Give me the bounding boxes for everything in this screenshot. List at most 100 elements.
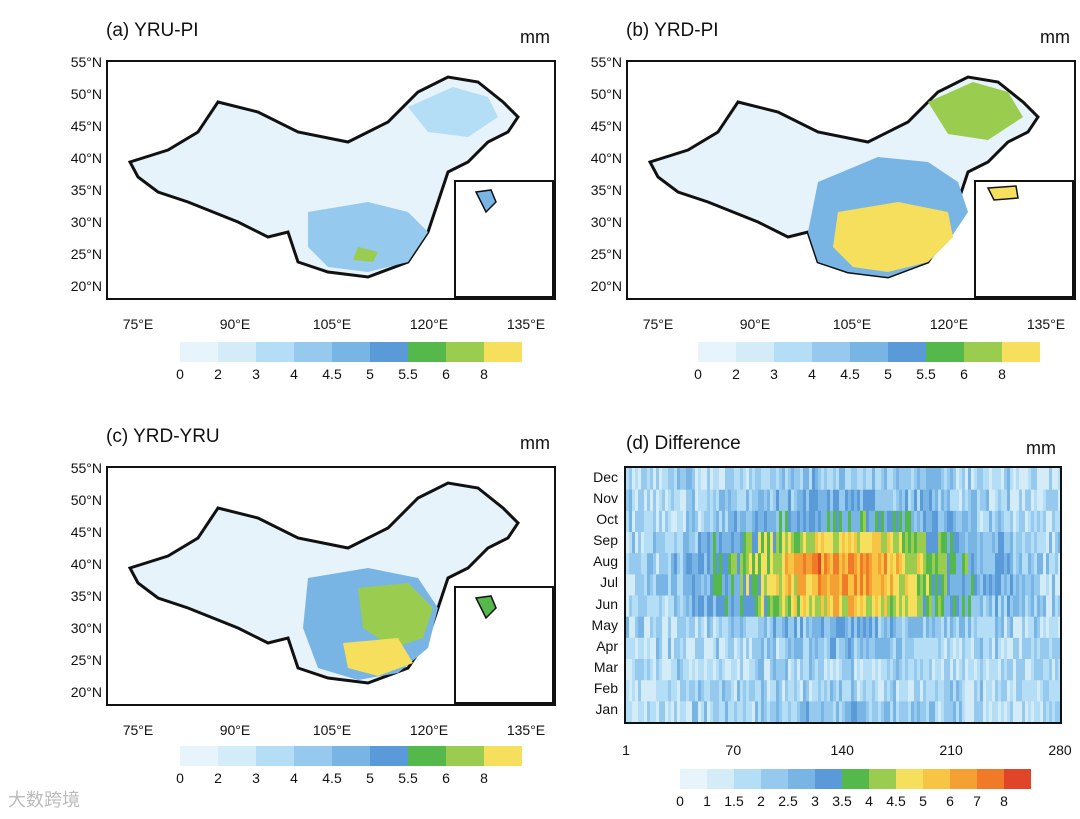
heatmap-cell xyxy=(851,489,855,511)
heatmap-cell xyxy=(989,573,993,596)
heatmap-cell xyxy=(866,700,870,722)
heatmap-cell xyxy=(743,679,747,702)
heatmap-cell xyxy=(725,510,729,532)
heatmap-cell xyxy=(938,468,942,490)
panel-a-colorbar-label: 4.5 xyxy=(322,366,342,382)
heatmap-cell xyxy=(659,531,663,554)
heatmap-cell xyxy=(866,616,870,638)
heatmap-cell xyxy=(968,489,972,511)
heatmap-cell xyxy=(1037,616,1041,638)
heatmap-cell xyxy=(674,637,678,659)
heatmap-cell xyxy=(935,489,939,511)
heatmap-cell xyxy=(977,489,981,511)
heatmap-cell xyxy=(1043,573,1047,596)
heatmap-cell xyxy=(713,573,717,596)
heatmap-cell xyxy=(989,679,993,702)
heatmap-cell xyxy=(641,489,645,511)
heatmap-cell xyxy=(866,468,870,490)
heatmap-cell xyxy=(863,510,867,532)
heatmap-cell xyxy=(737,573,741,596)
heatmap-cell xyxy=(905,637,909,659)
heatmap-cell xyxy=(746,552,750,575)
heatmap-cell xyxy=(764,573,768,596)
heatmap-cell xyxy=(686,616,690,638)
heatmap-cell xyxy=(788,700,792,722)
heatmap-cell xyxy=(692,468,696,490)
heatmap-cell xyxy=(761,531,765,554)
heatmap-cell xyxy=(1001,595,1005,617)
heatmap-cell xyxy=(641,658,645,681)
heatmap-cell xyxy=(917,595,921,617)
heatmap-cell xyxy=(851,468,855,490)
heatmap-cell xyxy=(890,510,894,532)
heatmap-cell xyxy=(698,510,702,532)
heatmap-cell xyxy=(848,573,852,596)
heatmap-cell xyxy=(869,616,873,638)
heatmap-cell xyxy=(836,637,840,659)
panel-b-title: (b) YRD-PI xyxy=(626,20,719,41)
heatmap-cell xyxy=(1043,595,1047,617)
heatmap-cell xyxy=(653,552,657,575)
heatmap-cell xyxy=(719,531,723,554)
heatmap-cell xyxy=(893,700,897,722)
heatmap-cell xyxy=(656,510,660,532)
heatmap-cell xyxy=(1019,595,1023,617)
heatmap-cell xyxy=(998,468,1002,490)
heatmap-cell xyxy=(650,573,654,596)
heatmap-cell xyxy=(1049,510,1053,532)
heatmap-cell xyxy=(749,595,753,617)
heatmap-cell xyxy=(911,468,915,490)
heatmap-cell xyxy=(668,531,672,554)
heatmap-cell xyxy=(638,573,642,596)
heatmap-cell xyxy=(638,658,642,681)
heatmap-cell xyxy=(926,573,930,596)
heatmap-cell xyxy=(926,658,930,681)
heatmap-cell xyxy=(656,637,660,659)
heatmap-cell xyxy=(911,658,915,681)
heatmap-cell xyxy=(1049,468,1053,490)
heatmap-cell xyxy=(827,573,831,596)
heatmap-cell xyxy=(923,637,927,659)
heatmap-cell xyxy=(689,658,693,681)
heatmap-cell xyxy=(842,531,846,554)
heatmap-cell xyxy=(860,679,864,702)
heatmap-cell xyxy=(992,573,996,596)
panel-b-colorbar-label: 3 xyxy=(770,366,778,382)
heatmap-cell xyxy=(881,573,885,596)
heatmap-cell xyxy=(908,595,912,617)
heatmap-cell xyxy=(758,468,762,490)
heatmap-cell xyxy=(1013,637,1017,659)
heatmap-cell xyxy=(758,510,762,532)
heatmap-cell xyxy=(968,573,972,596)
colorbar-swatch xyxy=(370,342,408,362)
heatmap-cell xyxy=(1001,700,1005,722)
heatmap-cell xyxy=(809,700,813,722)
colorbar-swatch xyxy=(180,746,218,766)
heatmap-cell xyxy=(740,637,744,659)
heatmap-cell xyxy=(1007,489,1011,511)
heatmap-cell xyxy=(656,700,660,722)
heatmap-cell xyxy=(704,531,708,554)
heatmap-cell xyxy=(722,700,726,722)
heatmap-cell xyxy=(866,637,870,659)
heatmap-cell xyxy=(1040,510,1044,532)
heatmap-cell xyxy=(980,679,984,702)
heatmap-cell xyxy=(788,679,792,702)
heatmap-cell xyxy=(983,468,987,490)
heatmap-cell xyxy=(956,595,960,617)
heatmap-cell xyxy=(764,489,768,511)
heatmap-cell xyxy=(1037,531,1041,554)
heatmap-cell xyxy=(923,552,927,575)
heatmap-cell xyxy=(827,637,831,659)
heatmap-cell xyxy=(803,700,807,722)
heatmap-cell xyxy=(653,658,657,681)
heatmap-cell xyxy=(731,510,735,532)
panel-b-lat-tick: 25°N xyxy=(590,246,622,262)
panel-d-colorbar-label: 0 xyxy=(676,793,684,809)
heatmap-cell xyxy=(830,616,834,638)
heatmap-cell xyxy=(812,489,816,511)
heatmap-cell xyxy=(911,510,915,532)
heatmap-cell xyxy=(638,468,642,490)
heatmap-cell xyxy=(809,679,813,702)
heatmap-cell xyxy=(650,616,654,638)
